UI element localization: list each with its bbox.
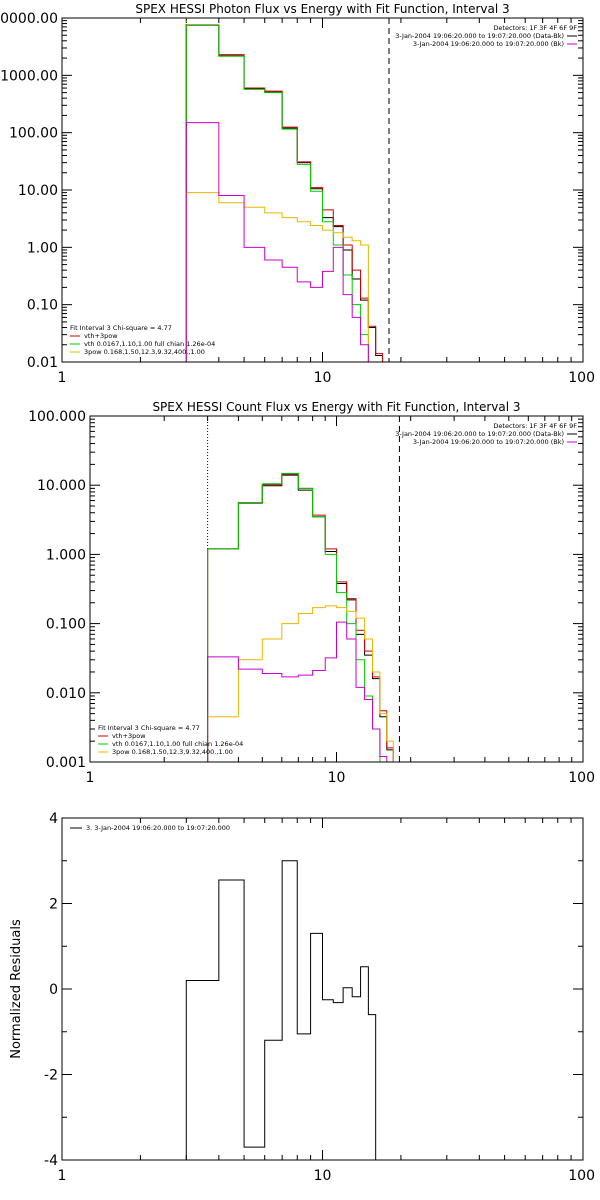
y-tick-label: 0.010 <box>46 686 86 702</box>
series-data-line <box>185 24 384 362</box>
plot-frame <box>61 17 584 363</box>
y-tick-label: 4 <box>49 811 58 827</box>
x-tick-label: 10 <box>314 370 332 386</box>
series-background-line <box>185 122 369 362</box>
x-tick-label: 100 <box>568 770 595 786</box>
x-tick-label: 100 <box>568 370 595 386</box>
y-axis-label: Normalized Residuals <box>9 919 24 1059</box>
legend-entry: Detectors: 1F 3F 4F 6F 9F <box>493 24 577 32</box>
series-total-fit-line <box>185 24 384 362</box>
legend-entry: Detectors: 1F 3F 4F 6F 9F <box>493 422 577 430</box>
x-tick-label: 10 <box>314 1168 332 1184</box>
residuals-panel: Normalized Residuals 1 10 100 -4 -2 0 2 4 3. 3-Ja… <box>9 811 595 1184</box>
y-tick-label: -2 <box>44 1068 58 1084</box>
plot-area <box>207 416 400 762</box>
y-tick-label: 0.001 <box>46 755 86 771</box>
count-flux-panel: SPEX HESSI Count Flux vs Energy with Fit… <box>28 400 595 786</box>
y-tick-label: 0.10 <box>27 298 58 314</box>
legend-entry: 3-Jan-2004 19:06:20.000 to 19:07:20.000 … <box>413 40 564 48</box>
x-tick-label: 1 <box>86 770 95 786</box>
plot-area <box>185 860 377 1160</box>
series-total-fit-line <box>207 473 394 762</box>
y-tick-label: 1000.00 <box>0 68 58 84</box>
plot-frame <box>89 415 584 763</box>
legend-entry: 3-Jan-2004 19:06:20.000 to 19:07:20.000 … <box>395 430 564 438</box>
plot-area <box>185 18 390 362</box>
y-tick-label: 1.00 <box>27 240 58 256</box>
legend-entry: 3-Jan-2004 19:06:20.000 to 19:07:20.000 … <box>395 32 564 40</box>
series-data-line <box>207 474 394 762</box>
legend-entry: vth+3pow <box>84 332 118 340</box>
y-tick-label: 0.01 <box>27 355 58 371</box>
legend-entry: 3. 3-Jan-2004 19:06:20.000 to 19:07:20.0… <box>86 824 230 832</box>
series-background-line <box>207 621 388 762</box>
y-tick-label: 10000.00 <box>0 11 58 27</box>
y-tick-label: -4 <box>44 1153 58 1169</box>
series-vth-line <box>207 472 388 762</box>
legend-entry: 3pow 0.168,1.50,12.3,9.32,400.,1.00 <box>112 748 233 756</box>
legend-entry: vth 0.0167,1.10,1.00 full chian 1.26e-04 <box>84 340 215 348</box>
y-tick-label: 1.000 <box>46 547 86 563</box>
series-3pow-line <box>207 605 394 762</box>
y-tick-label: 100.000 <box>28 409 86 425</box>
legend-entry: Fit Interval 3 Chi-square = 4.77 <box>98 724 200 732</box>
y-tick-label: 0 <box>49 982 58 998</box>
legend-entry: 3-Jan-2004 19:06:20.000 to 19:07:20.000 … <box>413 438 564 446</box>
photon-flux-panel: SPEX HESSI Photon Flux vs Energy with Fi… <box>0 2 595 386</box>
legend-entry: vth+3pow <box>112 732 146 740</box>
y-tick-label: 10.000 <box>37 478 86 494</box>
x-tick-label: 1 <box>58 370 67 386</box>
chart-title: SPEX HESSI Count Flux vs Energy with Fit… <box>152 400 520 414</box>
legend-entry: Fit Interval 3 Chi-square = 4.77 <box>70 324 172 332</box>
plot-frame <box>61 817 584 1161</box>
series-residuals-line <box>185 860 377 1160</box>
x-tick-label: 10 <box>328 770 346 786</box>
y-tick-label: 0.100 <box>46 617 86 633</box>
y-tick-label: 100.00 <box>9 126 58 142</box>
legend-entry: vth 0.0167,1.10,1.00 full chian 1.26e-04 <box>112 740 243 748</box>
series-vth-line <box>185 24 377 362</box>
x-tick-label: 100 <box>568 1168 595 1184</box>
legend-entry: 3pow 0.168,1.50,12.3,9.32,400.,1.00 <box>84 348 205 356</box>
chart-title: SPEX HESSI Photon Flux vs Energy with Fi… <box>135 2 509 16</box>
x-tick-label: 1 <box>58 1168 67 1184</box>
series-3pow-line <box>185 192 369 362</box>
y-tick-label: 10.00 <box>18 183 58 199</box>
y-tick-label: 2 <box>49 897 58 913</box>
